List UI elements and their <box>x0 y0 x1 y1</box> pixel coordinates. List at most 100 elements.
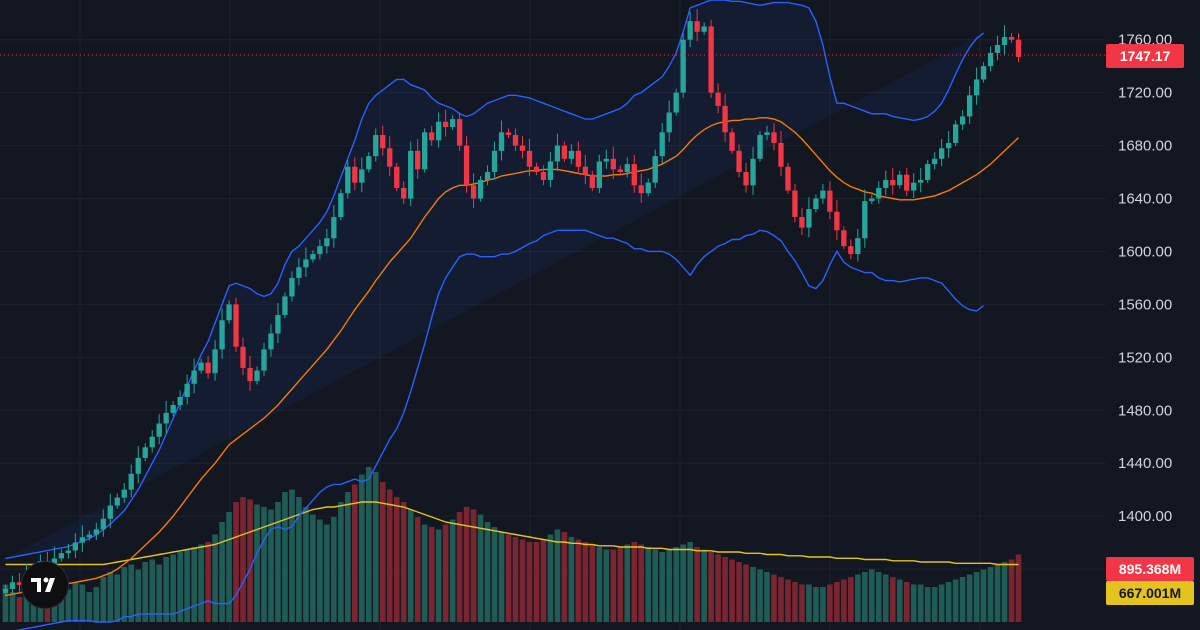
candle-body <box>1015 39 1022 57</box>
volume-bar <box>533 542 540 622</box>
candle-body <box>156 423 162 437</box>
candle-body <box>771 132 777 143</box>
volume-bar <box>114 574 121 622</box>
volume-bar <box>79 584 86 622</box>
volume-bar <box>324 524 330 622</box>
candle-body <box>736 150 742 173</box>
volume-bar <box>1015 554 1022 622</box>
candle-body <box>212 349 218 374</box>
candle-body <box>296 267 302 278</box>
candle-body <box>205 362 211 374</box>
volume-bar <box>219 522 225 622</box>
candle-body <box>862 201 868 239</box>
volume-bar <box>414 517 421 622</box>
candle-body <box>1008 37 1015 40</box>
volume-bar <box>596 547 603 622</box>
candle-body <box>254 370 260 382</box>
volume-bar <box>372 472 379 622</box>
volume-bar <box>205 542 211 622</box>
candle-body <box>624 164 630 173</box>
volume-bar <box>275 502 281 622</box>
candle-body <box>303 259 309 268</box>
candle-body <box>484 172 491 180</box>
candle-body <box>911 182 917 191</box>
candle-body <box>477 179 484 199</box>
candle-body <box>813 198 819 210</box>
candle-body <box>226 304 232 321</box>
volume-bar <box>931 587 938 622</box>
bollinger-fill <box>5 0 984 559</box>
candle-body <box>855 238 861 255</box>
candle-body <box>694 21 700 32</box>
volume-bar <box>896 579 903 622</box>
candle-body <box>526 150 533 167</box>
volume-bar <box>191 547 197 622</box>
volume-bar <box>827 584 833 622</box>
volume-bar <box>715 554 721 622</box>
volume-bar <box>2 584 9 622</box>
volume-bar <box>93 587 100 622</box>
candle-body <box>533 166 540 173</box>
candle-body <box>729 132 735 151</box>
bollinger-basis-line <box>5 117 1019 597</box>
y-tick-label: 1440.00 <box>1118 455 1172 472</box>
candle-body <box>834 211 840 231</box>
volume-bar <box>778 577 784 622</box>
volume-bar <box>806 584 812 622</box>
candle-body <box>827 190 833 212</box>
candle-body <box>568 150 575 159</box>
candle-body <box>149 436 155 448</box>
volume-bar <box>400 502 407 622</box>
candle-body <box>219 320 225 350</box>
candle-body <box>952 124 959 143</box>
candle-body <box>722 105 728 133</box>
volume-bar <box>959 577 966 622</box>
candle-body <box>505 132 512 135</box>
candle-body <box>561 145 568 159</box>
volume-bar <box>247 499 253 622</box>
candle-body <box>945 142 952 149</box>
volume-bar <box>813 587 819 622</box>
candle-body <box>918 179 924 183</box>
candle-body <box>631 164 637 186</box>
candle-body <box>806 209 812 228</box>
candle-body <box>512 134 519 146</box>
candle-body <box>820 190 826 199</box>
volume-bar <box>505 534 512 622</box>
tradingview-logo[interactable] <box>22 562 68 608</box>
volume-bar <box>261 507 267 622</box>
volume-bar <box>834 582 840 622</box>
volume-bar <box>72 582 79 622</box>
volume-ma-line <box>5 501 1019 566</box>
candle-body <box>470 185 477 199</box>
volume-bar <box>729 559 735 622</box>
candle-body <box>750 158 756 186</box>
volume-bar <box>903 582 910 622</box>
volume-bar <box>631 542 638 622</box>
volume-tag-bg <box>1106 557 1194 581</box>
volume-bar <box>589 544 596 622</box>
volume-bar <box>240 497 246 622</box>
volume-bar <box>44 597 51 622</box>
candle-body <box>449 119 456 128</box>
volume-bar <box>645 547 652 622</box>
volume-bar <box>226 512 232 622</box>
volume-bar <box>561 532 568 622</box>
candle-body <box>58 553 65 559</box>
volume-bar <box>603 549 610 622</box>
candle-body <box>491 150 498 173</box>
candle-body <box>687 21 693 40</box>
candle-body <box>883 179 889 188</box>
volume-bar <box>1001 562 1008 622</box>
volume-bar <box>582 542 589 622</box>
volume-ma-tag: 667.001M <box>1106 581 1194 605</box>
y-tick-label: 1480.00 <box>1118 402 1172 419</box>
candle-body <box>456 119 463 146</box>
candle-body <box>959 116 966 125</box>
volume-bar <box>652 549 659 622</box>
volume-bar <box>365 467 372 622</box>
tradingview-logo-icon <box>31 577 55 592</box>
volume-bar <box>233 502 239 622</box>
